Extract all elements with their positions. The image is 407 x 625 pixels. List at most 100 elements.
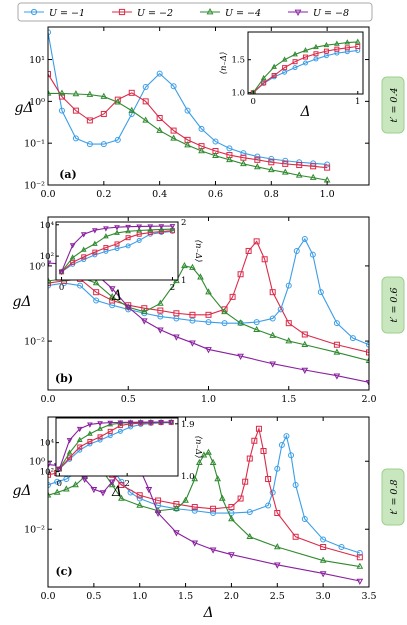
data-point <box>366 341 369 348</box>
data-point <box>148 420 154 426</box>
data-point <box>254 153 261 160</box>
inset-y-label-group: ⟨n₋Δ⟩ <box>193 240 203 263</box>
data-point <box>108 286 116 293</box>
data-point <box>301 367 309 374</box>
data-point <box>69 243 76 249</box>
data-point <box>313 51 319 57</box>
data-point <box>221 320 228 327</box>
axes-frame <box>247 31 364 95</box>
data-point <box>333 320 340 327</box>
data-point <box>81 257 87 263</box>
data-point <box>92 279 100 286</box>
data-point <box>136 237 142 243</box>
plot-area <box>48 235 369 387</box>
y-tick-label: 10⁰ <box>29 97 45 108</box>
inset-x-label: Δ <box>299 104 310 120</box>
legend-entry: U = −2 <box>112 8 173 19</box>
data-point <box>294 9 302 17</box>
x-axis-label: Δ <box>202 605 213 621</box>
data-point <box>282 157 289 164</box>
series-line <box>48 73 328 169</box>
y-tick-label: 10⁻² <box>24 525 45 536</box>
axes-frame <box>55 221 179 281</box>
data-point <box>356 578 364 585</box>
legend-entry: U = −4 <box>200 7 261 19</box>
data-point <box>100 92 108 99</box>
data-point <box>103 233 109 239</box>
data-point <box>334 40 340 46</box>
data-point <box>229 293 236 300</box>
data-point <box>173 530 180 537</box>
x-tick-label: 2.0 <box>361 394 376 405</box>
data-point <box>245 247 252 254</box>
legend-label: U = −1 <box>49 8 85 19</box>
data-point <box>63 485 70 492</box>
x-tick-label: 1.0 <box>320 189 335 200</box>
data-point <box>136 501 144 508</box>
data-point <box>295 171 303 178</box>
data-point <box>147 230 153 236</box>
axes-frame <box>47 26 370 186</box>
data-point <box>77 282 84 289</box>
data-point <box>107 428 113 434</box>
data-point <box>366 349 369 356</box>
data-point <box>125 224 131 231</box>
data-point <box>141 305 148 312</box>
data-point <box>268 159 275 166</box>
data-point <box>320 536 327 543</box>
x-tick-label: 1.0 <box>132 591 147 602</box>
panel-label: (b) <box>55 372 73 385</box>
y-axis-label: gΔ <box>12 483 31 499</box>
data-point <box>333 348 341 355</box>
data-point <box>265 502 272 509</box>
y-tick-label: 10⁰ <box>29 457 45 468</box>
series-line <box>61 230 173 273</box>
series-4 <box>48 89 331 183</box>
data-point <box>334 46 340 52</box>
data-point <box>86 90 94 97</box>
data-point <box>198 147 205 154</box>
data-point <box>90 486 98 494</box>
data-point <box>319 571 327 578</box>
side-label: t′ = 0.4 <box>389 87 400 122</box>
inset-x-tick-label: 2 <box>124 479 129 489</box>
data-point <box>319 556 327 563</box>
data-point <box>313 43 319 50</box>
data-point <box>205 347 212 354</box>
data-point <box>285 337 293 344</box>
inset-x-tick-label: 1 <box>355 97 360 107</box>
data-point <box>260 74 267 81</box>
legend-label: U = −2 <box>137 8 173 19</box>
y-tick-label: 10¹ <box>29 55 45 66</box>
inset-x-tick-label: 2 <box>170 283 175 293</box>
data-point <box>124 303 132 310</box>
data-point <box>117 420 124 426</box>
data-point <box>301 235 308 242</box>
data-point <box>114 229 120 235</box>
data-point <box>228 552 235 559</box>
inset-plot-area <box>56 418 175 473</box>
data-point <box>97 434 103 440</box>
inset-1: 0 1 1.0 1.5 Δ ⟨n₋Δ⟩ <box>219 31 364 120</box>
data-point <box>117 428 123 434</box>
data-point <box>323 48 329 54</box>
data-point <box>205 448 212 455</box>
legend-box <box>17 2 373 22</box>
data-point <box>58 89 66 96</box>
data-point <box>271 63 277 69</box>
x-tick-label: 1.5 <box>178 591 193 602</box>
data-point <box>48 491 52 498</box>
data-point <box>301 331 308 338</box>
side-label-group: t′ = 0.6 <box>381 276 405 334</box>
data-point <box>86 117 93 124</box>
data-point <box>191 475 199 482</box>
plot-area <box>48 29 331 183</box>
data-point <box>274 465 281 472</box>
data-point <box>125 243 131 249</box>
data-point <box>198 125 205 132</box>
data-point <box>214 475 222 482</box>
data-point <box>69 254 76 260</box>
data-point <box>99 490 107 497</box>
x-tick-label: 3.5 <box>361 591 376 602</box>
data-point <box>80 246 87 252</box>
